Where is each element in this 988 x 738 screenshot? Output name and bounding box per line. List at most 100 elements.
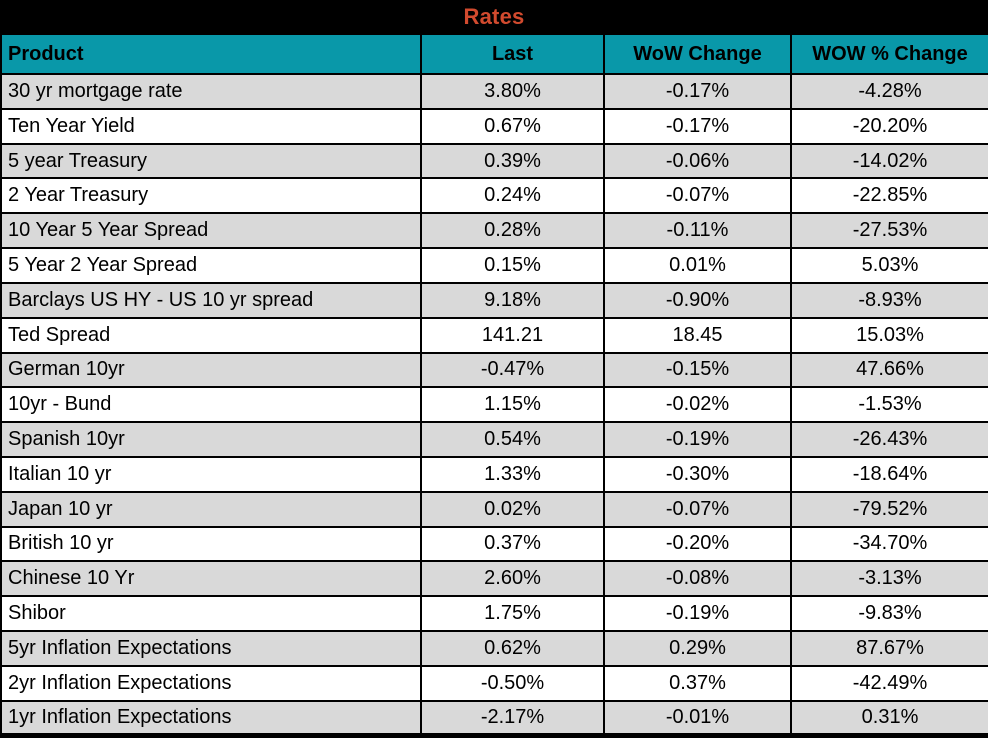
cell-product: 2 Year Treasury (0, 177, 422, 215)
cell-last: 0.15% (420, 247, 605, 284)
cell-wow-pct-change: 5.03% (790, 247, 988, 284)
cell-last: 141.21 (420, 316, 605, 354)
cell-wow-change: -0.19% (603, 595, 792, 632)
cell-product: German 10yr (0, 351, 422, 389)
cell-last: -2.17% (420, 699, 605, 737)
cell-wow-pct-change: 47.66% (790, 351, 988, 389)
cell-wow-change: -0.07% (603, 490, 792, 528)
cell-wow-change: -0.30% (603, 455, 792, 493)
cell-product: 2yr Inflation Expectations (0, 664, 422, 702)
cell-wow-change: -0.90% (603, 281, 792, 319)
cell-wow-change: -0.06% (603, 142, 792, 180)
table-row: 10yr - Bund 1.15% -0.02% -1.53% (0, 386, 988, 424)
table-row: Chinese 10 Yr 2.60% -0.08% -3.13% (0, 560, 988, 598)
cell-wow-pct-change: -26.43% (790, 421, 988, 458)
cell-last: 0.24% (420, 177, 605, 215)
cell-wow-pct-change: -18.64% (790, 455, 988, 493)
cell-last: 0.62% (420, 630, 605, 667)
cell-last: 0.37% (420, 525, 605, 563)
cell-product: 10yr - Bund (0, 386, 422, 424)
cell-wow-change: -0.15% (603, 351, 792, 389)
table-title: Rates (0, 0, 988, 33)
cell-last: 1.33% (420, 455, 605, 493)
cell-wow-pct-change: -1.53% (790, 386, 988, 424)
cell-wow-change: 18.45 (603, 316, 792, 354)
table-row: Spanish 10yr 0.54% -0.19% -26.43% (0, 421, 988, 458)
cell-product: Barclays US HY - US 10 yr spread (0, 281, 422, 319)
table-row: British 10 yr 0.37% -0.20% -34.70% (0, 525, 988, 563)
table-title-text: Rates (463, 3, 525, 29)
cell-wow-pct-change: -14.02% (790, 142, 988, 180)
cell-last: 2.60% (420, 560, 605, 598)
cell-product: 10 Year 5 Year Spread (0, 212, 422, 250)
cell-wow-change: -0.07% (603, 177, 792, 215)
cell-wow-change: -0.01% (603, 699, 792, 737)
cell-last: 0.39% (420, 142, 605, 180)
cell-wow-pct-change: 0.31% (790, 699, 988, 737)
cell-wow-change: -0.19% (603, 421, 792, 458)
cell-last: 0.54% (420, 421, 605, 458)
cell-product: Ted Spread (0, 316, 422, 354)
cell-product: Shibor (0, 595, 422, 632)
cell-last: 0.67% (420, 107, 605, 145)
cell-wow-change: -0.17% (603, 73, 792, 110)
cell-wow-pct-change: -8.93% (790, 281, 988, 319)
table-header-row: Product Last WoW Change WOW % Change (0, 33, 988, 75)
cell-wow-pct-change: -3.13% (790, 560, 988, 598)
cell-wow-change: -0.11% (603, 212, 792, 250)
cell-product: Japan 10 yr (0, 490, 422, 528)
cell-product: 5 year Treasury (0, 142, 422, 180)
table-row: Japan 10 yr 0.02% -0.07% -79.52% (0, 490, 988, 528)
cell-wow-pct-change: -34.70% (790, 525, 988, 563)
column-header-last: Last (420, 33, 605, 75)
cell-wow-change: 0.37% (603, 664, 792, 702)
table-row: 5 year Treasury 0.39% -0.06% -14.02% (0, 142, 988, 180)
rates-table: Product Last WoW Change WOW % Change 30 … (0, 33, 988, 738)
cell-last: 9.18% (420, 281, 605, 319)
cell-last: 0.02% (420, 490, 605, 528)
cell-product: 30 yr mortgage rate (0, 73, 422, 110)
cell-product: Ten Year Yield (0, 107, 422, 145)
cell-wow-change: -0.08% (603, 560, 792, 598)
cell-product: Italian 10 yr (0, 455, 422, 493)
table-body: 30 yr mortgage rate 3.80% -0.17% -4.28% Ten … (0, 73, 988, 737)
cell-wow-change: 0.01% (603, 247, 792, 284)
cell-product: 1yr Inflation Expectations (0, 699, 422, 737)
cell-wow-pct-change: -9.83% (790, 595, 988, 632)
cell-wow-pct-change: -22.85% (790, 177, 988, 215)
cell-last: -0.47% (420, 351, 605, 389)
cell-product: 5yr Inflation Expectations (0, 630, 422, 667)
table-row: 2 Year Treasury 0.24% -0.07% -22.85% (0, 177, 988, 215)
cell-wow-pct-change: -4.28% (790, 73, 988, 110)
table-row: 5 Year 2 Year Spread 0.15% 0.01% 5.03% (0, 247, 988, 284)
cell-wow-pct-change: 87.67% (790, 630, 988, 667)
cell-product: 5 Year 2 Year Spread (0, 247, 422, 284)
table-row: 1yr Inflation Expectations -2.17% -0.01% 0.… (0, 699, 988, 737)
cell-wow-pct-change: 15.03% (790, 316, 988, 354)
cell-last: 1.15% (420, 386, 605, 424)
cell-wow-change: -0.20% (603, 525, 792, 563)
table-row: 10 Year 5 Year Spread 0.28% -0.11% -27.53% (0, 212, 988, 250)
table-row: 2yr Inflation Expectations -0.50% 0.37% -42… (0, 664, 988, 702)
table-row: Italian 10 yr 1.33% -0.30% -18.64% (0, 455, 988, 493)
table-row: German 10yr -0.47% -0.15% 47.66% (0, 351, 988, 389)
table-row: 5yr Inflation Expectations 0.62% 0.29% 87.6… (0, 630, 988, 667)
column-header-product: Product (0, 33, 422, 75)
table-row: Barclays US HY - US 10 yr spread 9.18% -0.… (0, 281, 988, 319)
cell-wow-pct-change: -79.52% (790, 490, 988, 528)
cell-product: British 10 yr (0, 525, 422, 563)
cell-wow-change: -0.02% (603, 386, 792, 424)
column-header-wow-change: WoW Change (603, 33, 792, 75)
cell-last: 3.80% (420, 73, 605, 110)
cell-product: Chinese 10 Yr (0, 560, 422, 598)
cell-wow-pct-change: -27.53% (790, 212, 988, 250)
cell-product: Spanish 10yr (0, 421, 422, 458)
cell-wow-change: -0.17% (603, 107, 792, 145)
cell-wow-change: 0.29% (603, 630, 792, 667)
cell-last: -0.50% (420, 664, 605, 702)
column-header-wow-pct-change: WOW % Change (790, 33, 988, 75)
cell-last: 1.75% (420, 595, 605, 632)
table-row: Ted Spread 141.21 18.45 15.03% (0, 316, 988, 354)
table-row: Shibor 1.75% -0.19% -9.83% (0, 595, 988, 632)
